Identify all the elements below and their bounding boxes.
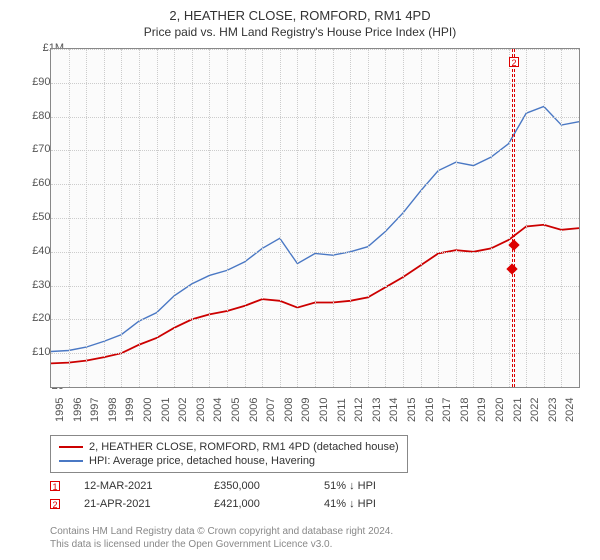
legend-label: 2, HEATHER CLOSE, ROMFORD, RM1 4PD (deta… (89, 441, 399, 453)
x-axis-label: 2001 (160, 398, 172, 422)
x-axis-label: 2005 (230, 398, 242, 422)
sale-vs-hpi: 41% ↓ HPI (324, 498, 444, 510)
footer-line2: This data is licensed under the Open Gov… (50, 538, 393, 551)
event-marker-line (512, 49, 513, 387)
x-axis-label: 2016 (424, 398, 436, 422)
x-axis-label: 2017 (441, 398, 453, 422)
x-axis-label: 1998 (107, 398, 119, 422)
x-axis-label: 2024 (564, 398, 576, 422)
x-axis-label: 2015 (406, 398, 418, 422)
x-axis-label: 2008 (283, 398, 295, 422)
sale-price: £350,000 (214, 480, 324, 492)
x-axis-label: 2020 (494, 398, 506, 422)
sale-marker: 2 (50, 499, 60, 509)
sales-table: 112-MAR-2021£350,00051% ↓ HPI221-APR-202… (50, 477, 444, 513)
x-axis-label: 2013 (371, 398, 383, 422)
x-axis-label: 2006 (248, 398, 260, 422)
x-axis-label: 1996 (72, 398, 84, 422)
sale-price: £421,000 (214, 498, 324, 510)
x-axis-label: 2011 (336, 398, 348, 422)
x-axis-label: 1999 (124, 398, 136, 422)
sale-row: 112-MAR-2021£350,00051% ↓ HPI (50, 477, 444, 495)
legend: 2, HEATHER CLOSE, ROMFORD, RM1 4PD (deta… (50, 435, 408, 473)
x-axis-label: 2009 (300, 398, 312, 422)
page-title: 2, HEATHER CLOSE, ROMFORD, RM1 4PD (0, 8, 600, 23)
x-axis-label: 2018 (459, 398, 471, 422)
footer-attribution: Contains HM Land Registry data © Crown c… (50, 525, 393, 551)
legend-swatch (59, 460, 83, 462)
x-axis-label: 2000 (142, 398, 154, 422)
event-marker-line (514, 49, 515, 387)
footer-line1: Contains HM Land Registry data © Crown c… (50, 525, 393, 538)
x-axis-label: 2012 (353, 398, 365, 422)
sale-date: 21-APR-2021 (60, 498, 214, 510)
event-marker-box: 2 (509, 57, 519, 67)
x-axis-label: 2002 (177, 398, 189, 422)
sale-row: 221-APR-2021£421,00041% ↓ HPI (50, 495, 444, 513)
x-axis-label: 2023 (547, 398, 559, 422)
legend-item: 2, HEATHER CLOSE, ROMFORD, RM1 4PD (deta… (59, 440, 399, 454)
x-axis-label: 1997 (89, 398, 101, 422)
legend-item: HPI: Average price, detached house, Have… (59, 454, 399, 468)
x-axis-label: 2010 (318, 398, 330, 422)
legend-swatch (59, 446, 83, 448)
x-axis-label: 2014 (388, 398, 400, 422)
sale-date: 12-MAR-2021 (60, 480, 214, 492)
x-axis-label: 2022 (529, 398, 541, 422)
x-axis-label: 2019 (476, 398, 488, 422)
x-axis-label: 2003 (195, 398, 207, 422)
legend-label: HPI: Average price, detached house, Have… (89, 455, 315, 467)
x-axis-label: 2007 (265, 398, 277, 422)
x-axis-label: 1995 (54, 398, 66, 422)
x-axis-label: 2004 (212, 398, 224, 422)
sale-marker: 1 (50, 481, 60, 491)
page-subtitle: Price paid vs. HM Land Registry's House … (0, 23, 600, 39)
price-chart: 2 (50, 48, 580, 388)
sale-vs-hpi: 51% ↓ HPI (324, 480, 444, 492)
x-axis-label: 2021 (512, 398, 524, 422)
